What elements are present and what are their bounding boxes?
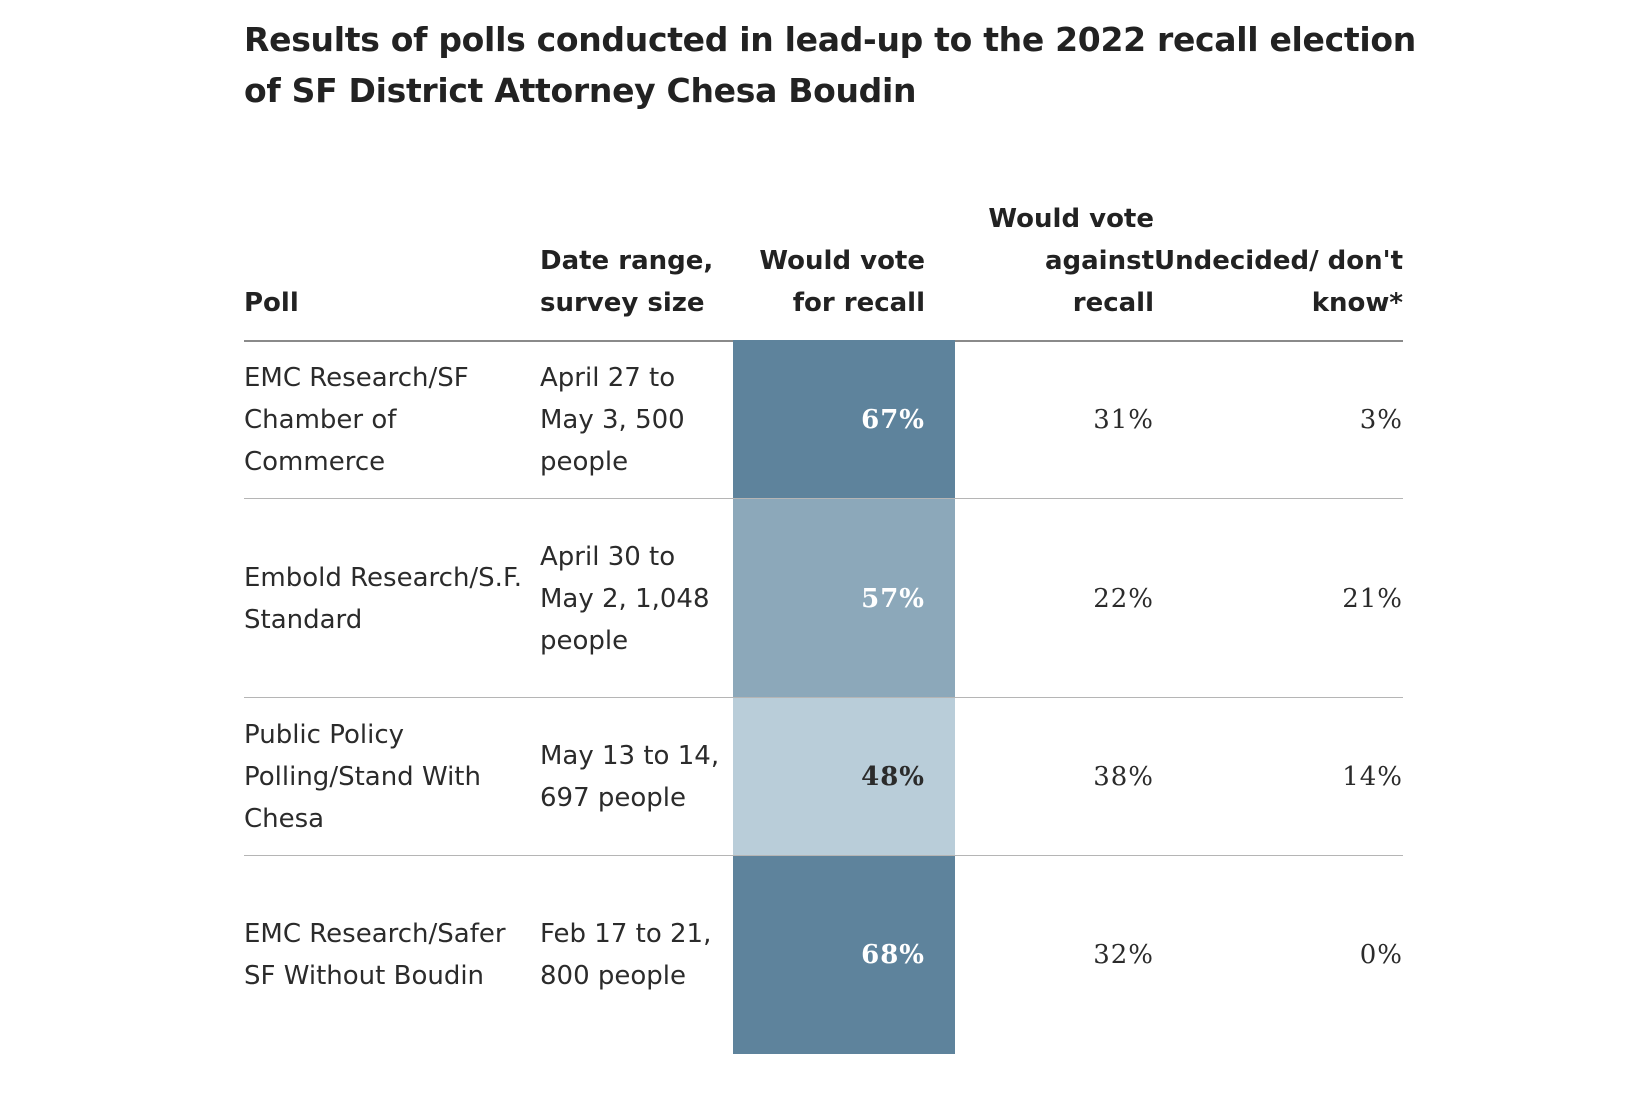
for-recall-value: 68% <box>861 940 925 970</box>
date-range: Feb 17 to 21, 800 people <box>540 919 712 991</box>
table-row: EMC Research/SF Chamber of Commerce Apri… <box>244 340 1403 499</box>
against-recall-value: 31% <box>1093 404 1154 435</box>
undecided-value: 0% <box>1359 940 1403 970</box>
undecided-value: 3% <box>1359 404 1403 435</box>
row-divider <box>244 697 1403 698</box>
table-row: Embold Research/S.F. Standard April 30 t… <box>244 499 1403 698</box>
against-recall-value: 38% <box>1093 762 1154 792</box>
chart-title: Results of polls conducted in lead-up to… <box>244 20 1416 110</box>
poll-name: Embold Research/S.F. Standard <box>244 562 522 635</box>
poll-name: Public Policy Polling/Stand With Chesa <box>244 720 481 834</box>
date-range: April 27 to May 3, 500 people <box>540 362 685 477</box>
header-against-recall: Would vote against recall <box>988 204 1154 318</box>
date-range: May 13 to 14, 697 people <box>540 741 720 813</box>
row-divider <box>244 498 1403 499</box>
header-undecided: Undecided/ don't know* <box>1154 246 1403 318</box>
header-poll: Poll <box>244 288 299 318</box>
undecided-value: 14% <box>1342 762 1403 792</box>
against-recall-value: 32% <box>1093 940 1154 970</box>
for-recall-value: 57% <box>861 583 925 614</box>
for-recall-value: 67% <box>861 404 925 435</box>
poll-table: Poll Date range, survey size Would vote … <box>244 190 1403 1054</box>
header-for-recall: Would vote for recall <box>759 246 925 318</box>
table-row: Public Policy Polling/Stand With Chesa M… <box>244 698 1403 856</box>
against-recall-value: 22% <box>1093 583 1154 614</box>
table-row: EMC Research/Safer SF Without Boudin Feb… <box>244 856 1403 1054</box>
header-date-range: Date range, survey size <box>540 246 714 318</box>
for-recall-cell-bg <box>733 698 955 856</box>
row-divider <box>244 855 1403 856</box>
for-recall-cell-bg <box>733 340 955 499</box>
poll-name: EMC Research/SF Chamber of Commerce <box>244 362 469 477</box>
undecided-value: 21% <box>1342 583 1403 614</box>
for-recall-value: 48% <box>861 762 925 792</box>
for-recall-cell-bg <box>733 856 955 1054</box>
for-recall-cell-bg <box>733 499 955 698</box>
poll-name: EMC Research/Safer SF Without Boudin <box>244 919 506 991</box>
table-header: Poll Date range, survey size Would vote … <box>244 190 1403 342</box>
date-range: April 30 to May 2, 1,048 people <box>540 541 710 656</box>
